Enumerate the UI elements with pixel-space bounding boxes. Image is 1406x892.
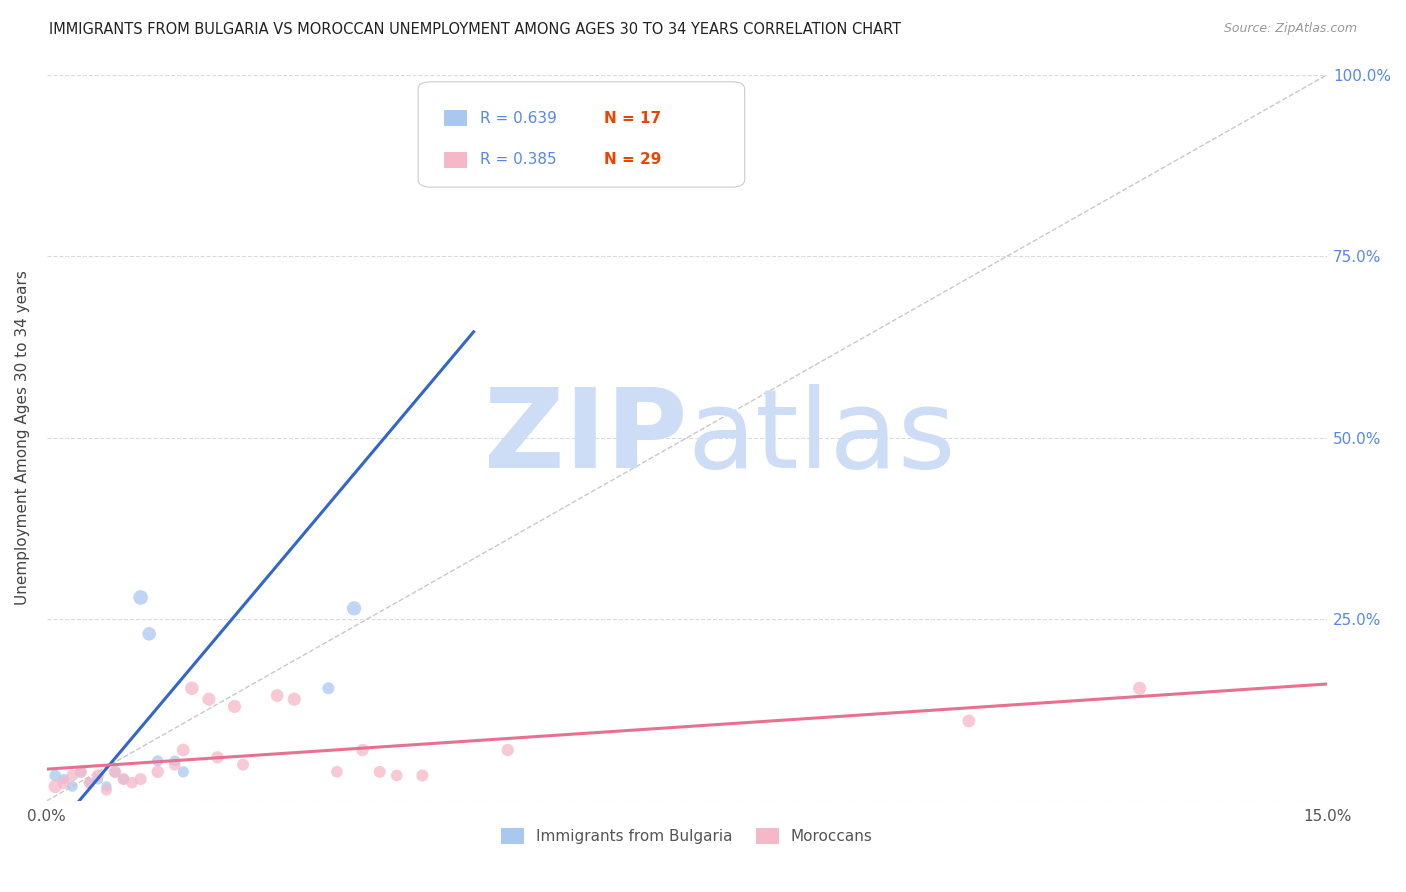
Point bbox=[198, 692, 221, 706]
Bar bbox=[444, 110, 467, 126]
Point bbox=[180, 681, 202, 696]
Text: R = 0.385: R = 0.385 bbox=[479, 153, 557, 168]
Point bbox=[207, 750, 229, 764]
Text: IMMIGRANTS FROM BULGARIA VS MOROCCAN UNEMPLOYMENT AMONG AGES 30 TO 34 YEARS CORR: IMMIGRANTS FROM BULGARIA VS MOROCCAN UNE… bbox=[49, 22, 901, 37]
Point bbox=[326, 764, 349, 779]
Point bbox=[87, 768, 110, 782]
Point bbox=[352, 743, 374, 757]
Point bbox=[96, 783, 118, 797]
Legend: Immigrants from Bulgaria, Moroccans: Immigrants from Bulgaria, Moroccans bbox=[502, 828, 873, 844]
Point bbox=[146, 754, 169, 768]
Point bbox=[96, 780, 118, 794]
Point bbox=[112, 772, 135, 786]
Point bbox=[44, 768, 66, 782]
Point bbox=[52, 775, 75, 789]
Point bbox=[318, 681, 340, 696]
Point bbox=[121, 775, 143, 789]
Point bbox=[69, 764, 91, 779]
Text: atlas: atlas bbox=[688, 384, 956, 491]
Point bbox=[163, 754, 186, 768]
Point bbox=[283, 692, 305, 706]
Point bbox=[146, 764, 169, 779]
Point bbox=[87, 772, 110, 786]
Point bbox=[129, 591, 152, 605]
Point bbox=[232, 757, 254, 772]
Point bbox=[368, 764, 391, 779]
Text: ZIP: ZIP bbox=[484, 384, 688, 491]
Text: N = 29: N = 29 bbox=[603, 153, 661, 168]
Point bbox=[411, 768, 433, 782]
Point bbox=[129, 772, 152, 786]
Point bbox=[496, 743, 519, 757]
Point bbox=[957, 714, 980, 728]
Point bbox=[104, 764, 127, 779]
Point bbox=[60, 768, 83, 782]
Point bbox=[112, 772, 135, 786]
Bar bbox=[444, 152, 467, 168]
Y-axis label: Unemployment Among Ages 30 to 34 years: Unemployment Among Ages 30 to 34 years bbox=[15, 270, 30, 605]
Point bbox=[172, 743, 194, 757]
Text: R = 0.639: R = 0.639 bbox=[479, 111, 557, 126]
FancyBboxPatch shape bbox=[418, 82, 745, 187]
Point bbox=[163, 757, 186, 772]
Point bbox=[343, 601, 366, 615]
Point bbox=[224, 699, 246, 714]
Text: Source: ZipAtlas.com: Source: ZipAtlas.com bbox=[1223, 22, 1357, 36]
Point bbox=[52, 772, 75, 786]
Point bbox=[463, 86, 485, 100]
Point bbox=[60, 780, 83, 794]
Point bbox=[104, 764, 127, 779]
Point bbox=[266, 689, 288, 703]
Point bbox=[138, 627, 160, 641]
Point bbox=[69, 764, 91, 779]
Point bbox=[79, 775, 101, 789]
Point bbox=[44, 780, 66, 794]
Point bbox=[385, 768, 408, 782]
Point bbox=[1129, 681, 1152, 696]
Text: N = 17: N = 17 bbox=[603, 111, 661, 126]
Point bbox=[172, 764, 194, 779]
Point bbox=[79, 775, 101, 789]
